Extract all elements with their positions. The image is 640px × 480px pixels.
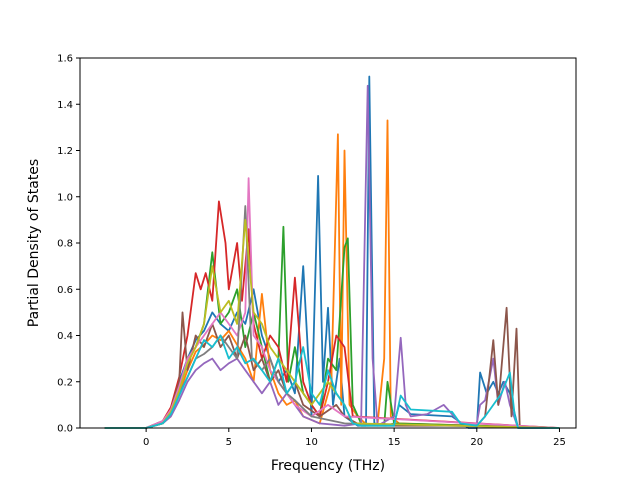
x-tick-label: 20: [470, 437, 483, 448]
y-tick-label: 0.4: [57, 331, 73, 342]
y-tick-label: 0.6: [57, 285, 73, 296]
y-tick-label: 1.6: [57, 54, 73, 65]
y-tick-label: 1.0: [57, 192, 73, 203]
y-tick-label: 1.2: [57, 146, 73, 157]
x-tick-label: 15: [388, 437, 401, 448]
y-tick-label: 0.2: [57, 377, 73, 388]
x-tick-label: 0: [143, 437, 149, 448]
series-line-9: [104, 218, 560, 429]
series-line-10: [104, 334, 560, 429]
y-axis-ticks: 0.0 0.2 0.4 0.6 0.8 1.0 1.2 1.4 1.6: [57, 54, 80, 435]
y-tick-label: 0.0: [57, 424, 73, 435]
y-tick-label: 1.4: [57, 100, 73, 111]
x-axis-label: Frequency (THz): [271, 458, 385, 474]
y-tick-label: 0.8: [57, 239, 73, 250]
x-tick-label: 5: [226, 437, 232, 448]
series-line-7: [104, 177, 560, 429]
series-layer: [104, 75, 560, 429]
series-line-1: [104, 75, 560, 429]
series-line-5: [104, 84, 560, 429]
x-tick-label: 25: [553, 437, 566, 448]
x-axis-ticks: 0 5 10 15 20 25: [143, 428, 566, 448]
x-tick-label: 10: [305, 437, 318, 448]
y-axis-label: Partial Density of States: [26, 159, 42, 327]
